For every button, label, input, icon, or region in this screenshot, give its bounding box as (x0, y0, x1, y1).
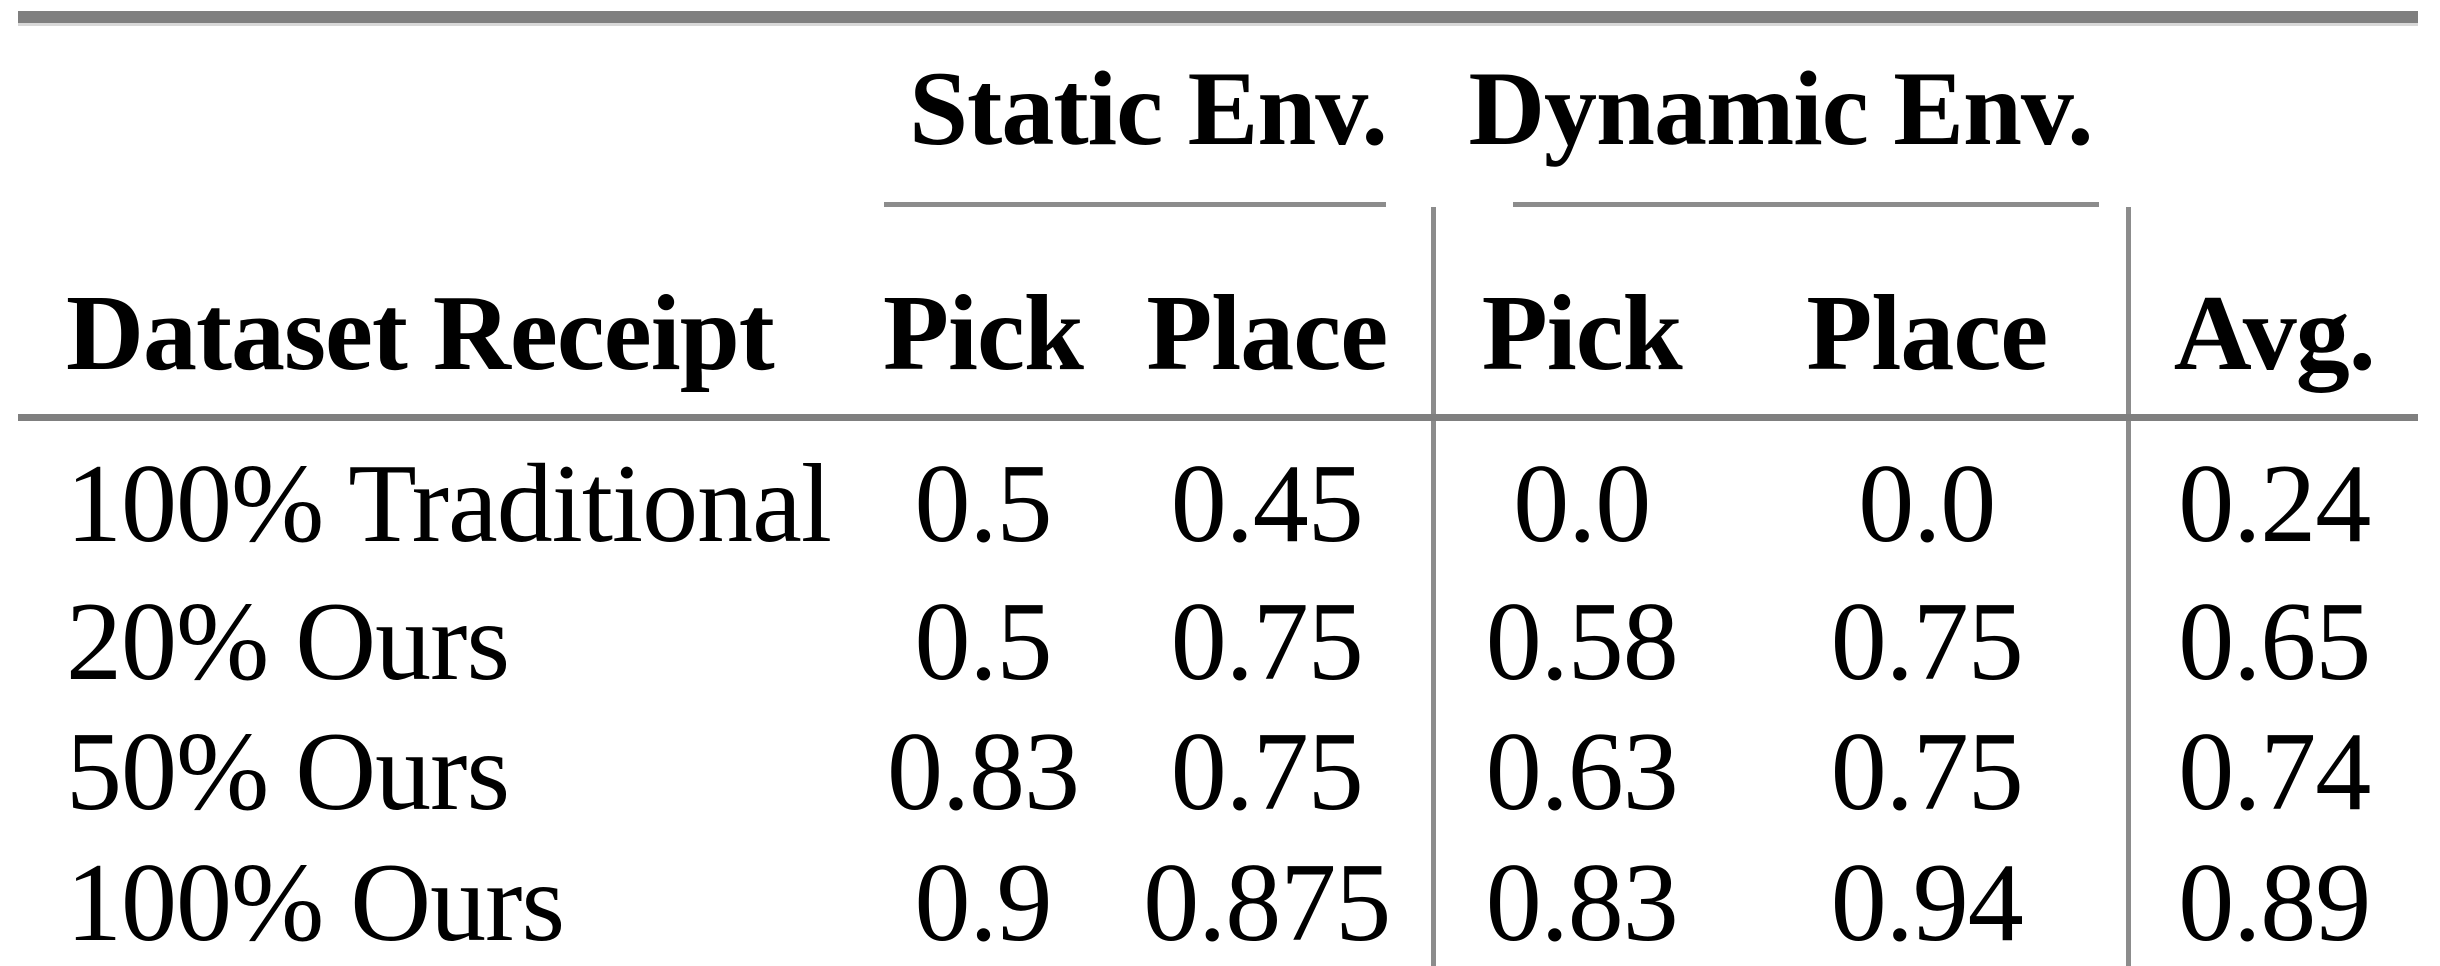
row-label: 100% Traditional (66, 442, 832, 566)
column-header-static-pick: Pick (863, 207, 1103, 421)
static-env-group-label: Static Env. (909, 50, 1388, 167)
cell-static-pick: 0.5 (914, 442, 1053, 566)
cell-dynamic-place: 0.94 (1830, 841, 2024, 965)
table-row: 100% Ours 0.9 0.875 0.83 0.94 0.89 (18, 837, 2419, 966)
cell-static-pick: 0.5 (914, 580, 1053, 704)
group-row-empty-cell (18, 23, 863, 207)
cell-static-place: 0.75 (1170, 580, 1364, 704)
column-header-static-place: Place (1103, 207, 1434, 421)
cell-dynamic-pick: 0.83 (1430, 837, 1729, 966)
column-group-dynamic-env: Dynamic Env. (1433, 23, 2128, 207)
group-row-empty-cell (2128, 23, 2418, 207)
cell-avg: 0.65 (2125, 577, 2419, 707)
column-header-dynamic-pick: Pick (1430, 207, 1729, 421)
cell-dynamic-place: 0.75 (1830, 580, 2024, 704)
column-header-row: Dataset Receipt Pick Place Pick Place Av… (18, 207, 2419, 421)
table-row: 100% Traditional 0.5 0.45 0.0 0.0 0.24 (18, 417, 2419, 577)
cell-dynamic-pick: 0.63 (1430, 707, 1729, 837)
row-label: 100% Ours (66, 841, 565, 965)
column-group-row: Static Env. Dynamic Env. (18, 23, 2418, 207)
results-table: Static Env. Dynamic Env. Dataset Receipt… (18, 11, 2419, 966)
static-env-cmidrule (884, 202, 1387, 207)
cell-static-place: 0.45 (1170, 442, 1364, 566)
cell-static-pick: 0.9 (914, 841, 1053, 965)
cell-avg: 0.24 (2125, 417, 2419, 577)
column-group-static-env: Static Env. (863, 23, 1433, 207)
row-label: 20% Ours (66, 580, 510, 704)
column-header-avg: Avg. (2125, 207, 2419, 421)
cell-dynamic-place: 0.75 (1830, 710, 2024, 834)
results-table-grid: Static Env. Dynamic Env. Dataset Receipt… (18, 23, 2419, 966)
dynamic-env-group-label: Dynamic Env. (1468, 50, 2093, 167)
cell-avg: 0.74 (2125, 707, 2419, 837)
dynamic-env-cmidrule (1513, 202, 2100, 207)
cell-static-place: 0.875 (1143, 841, 1391, 965)
column-header-dynamic-place: Place (1728, 207, 2129, 421)
cell-dynamic-place: 0.0 (1858, 442, 1996, 566)
cell-dynamic-pick: 0.0 (1430, 417, 1729, 577)
row-label: 50% Ours (66, 710, 510, 834)
column-header-dataset-receipt: Dataset Receipt (18, 207, 863, 421)
cell-dynamic-pick: 0.58 (1430, 577, 1729, 707)
table-row: 20% Ours 0.5 0.75 0.58 0.75 0.65 (18, 577, 2419, 707)
cell-avg: 0.89 (2125, 837, 2419, 966)
cell-static-pick: 0.83 (887, 710, 1080, 834)
top-rule (18, 11, 2418, 23)
table-row: 50% Ours 0.83 0.75 0.63 0.75 0.74 (18, 707, 2419, 837)
cell-static-place: 0.75 (1170, 710, 1364, 834)
